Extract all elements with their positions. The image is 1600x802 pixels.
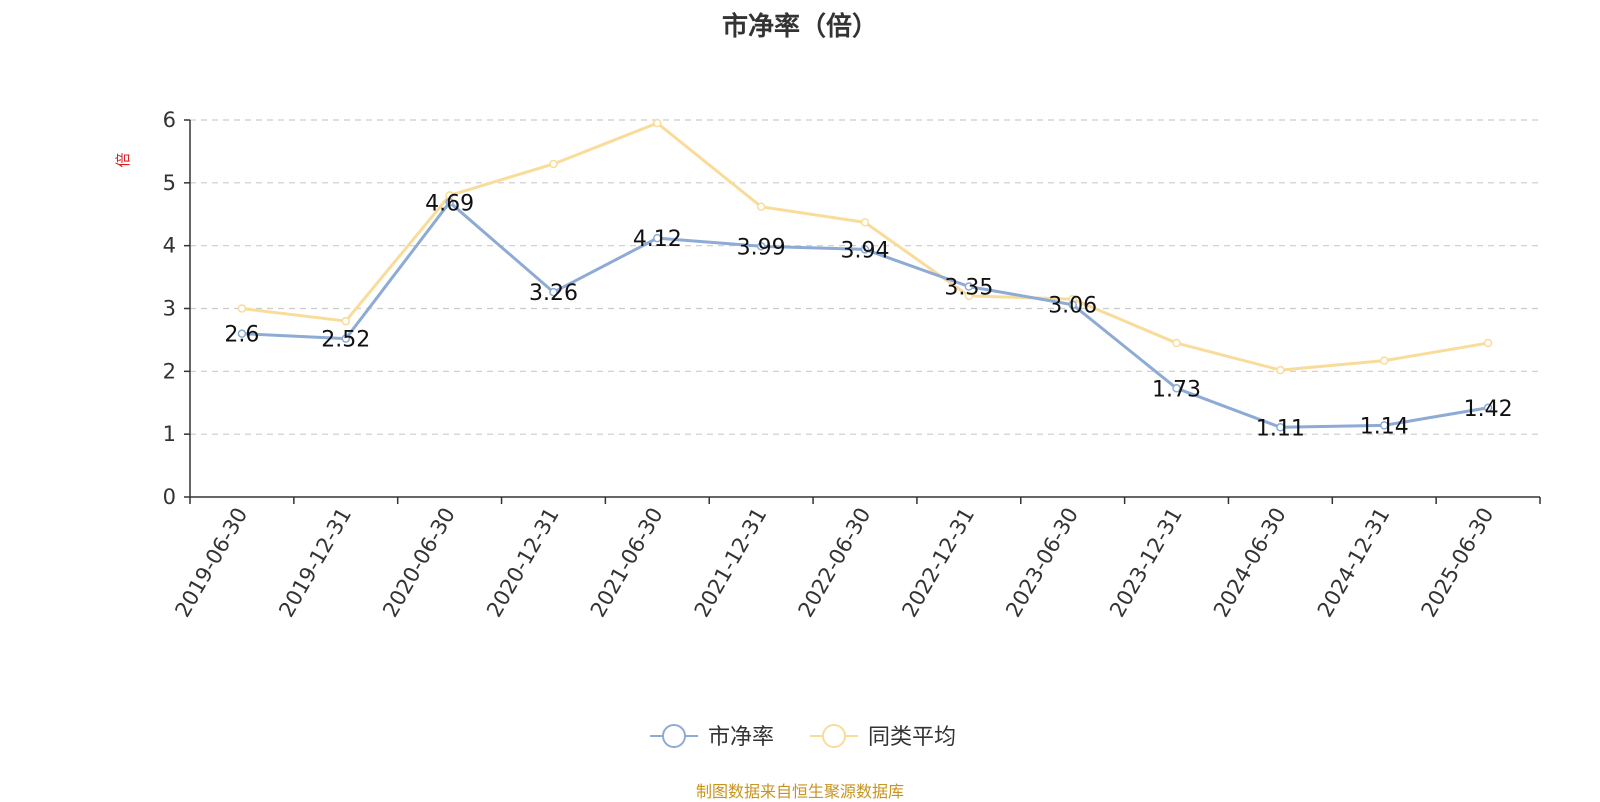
data-point: [1379, 421, 1389, 430]
x-tick-label: 2021-06-30: [586, 504, 668, 622]
data-label: 3.94: [841, 238, 890, 263]
data-point: [341, 334, 351, 343]
legend-marker: [822, 724, 846, 748]
data-point: [1172, 384, 1181, 393]
data-point: [860, 245, 870, 254]
y-axis-label: 倍: [114, 152, 132, 167]
x-tick-label: 2020-12-31: [482, 504, 564, 622]
x-tick-label: 2022-06-30: [794, 504, 876, 622]
data-label: 2.6: [224, 323, 259, 348]
data-point: [549, 159, 558, 169]
legend-label: 同类平均: [868, 725, 956, 750]
x-tick-label: 2019-12-31: [274, 504, 356, 622]
data-label: 3.06: [1048, 294, 1097, 319]
x-tick-label: 2025-06-30: [1417, 504, 1499, 622]
data-label: 3.99: [737, 235, 786, 260]
data-point: [341, 316, 351, 326]
y-tick-label: 1: [163, 422, 176, 446]
data-point: [445, 198, 454, 207]
legend-label: 市净率: [708, 725, 774, 750]
series-line-市净率: [241, 200, 1489, 429]
legend: 市净率 同类平均: [650, 724, 956, 750]
data-label: 3.35: [944, 276, 993, 301]
data-point: [1483, 338, 1493, 348]
x-tick-label: 2024-06-30: [1209, 504, 1291, 622]
x-tick-label: 2024-12-31: [1313, 504, 1395, 622]
data-point: [1276, 423, 1285, 432]
x-tick-label: 2019-06-30: [170, 504, 252, 622]
x-tick-label: 2023-06-30: [1001, 504, 1083, 622]
data-point: [1276, 365, 1285, 375]
x-tick-label: 2020-06-30: [378, 504, 460, 622]
data-point: [549, 287, 558, 297]
data-point: [860, 218, 870, 227]
series-lines: [237, 118, 1493, 432]
y-tick-label: 3: [163, 297, 176, 321]
data-point: [237, 304, 247, 313]
data-point: [756, 202, 766, 211]
x-tick-label: 2022-12-31: [897, 504, 979, 622]
y-tick-label: 6: [163, 108, 176, 132]
data-label: 3.26: [529, 281, 578, 306]
source-note: 制图数据来自恒生聚源数据库: [695, 782, 904, 801]
y-tick-label: 5: [163, 171, 176, 195]
data-label: 1.42: [1464, 397, 1513, 422]
data-point: [964, 291, 974, 301]
data-point: [1172, 338, 1181, 348]
data-labels: 2.6 2.52 4.69 3.26 4.12 3.99 3.94 3.35 3.06 1.73 1…: [224, 191, 1512, 441]
data-label: 2.52: [321, 328, 370, 353]
data-point: [964, 282, 974, 291]
data-label: 1.11: [1256, 416, 1305, 441]
y-tick-label: 2: [163, 359, 176, 383]
data-label: 4.69: [425, 191, 474, 216]
x-tick-label: 2021-12-31: [690, 504, 772, 622]
data-label: 4.12: [633, 227, 682, 252]
data-point: [653, 233, 662, 243]
data-point: [1483, 403, 1493, 413]
data-label: 1.73: [1152, 377, 1201, 402]
data-point: [1379, 356, 1389, 365]
y-tick-label: 0: [163, 485, 176, 509]
chart-title: 市净率（倍）: [721, 12, 878, 42]
data-point: [653, 118, 662, 128]
x-tick-label: 2023-12-31: [1105, 504, 1187, 622]
data-point: [1068, 300, 1077, 309]
legend-marker: [662, 724, 686, 748]
data-label: 1.14: [1360, 414, 1409, 439]
y-tick-label: 4: [163, 234, 176, 258]
data-point: [237, 329, 247, 338]
data-point: [756, 242, 766, 251]
